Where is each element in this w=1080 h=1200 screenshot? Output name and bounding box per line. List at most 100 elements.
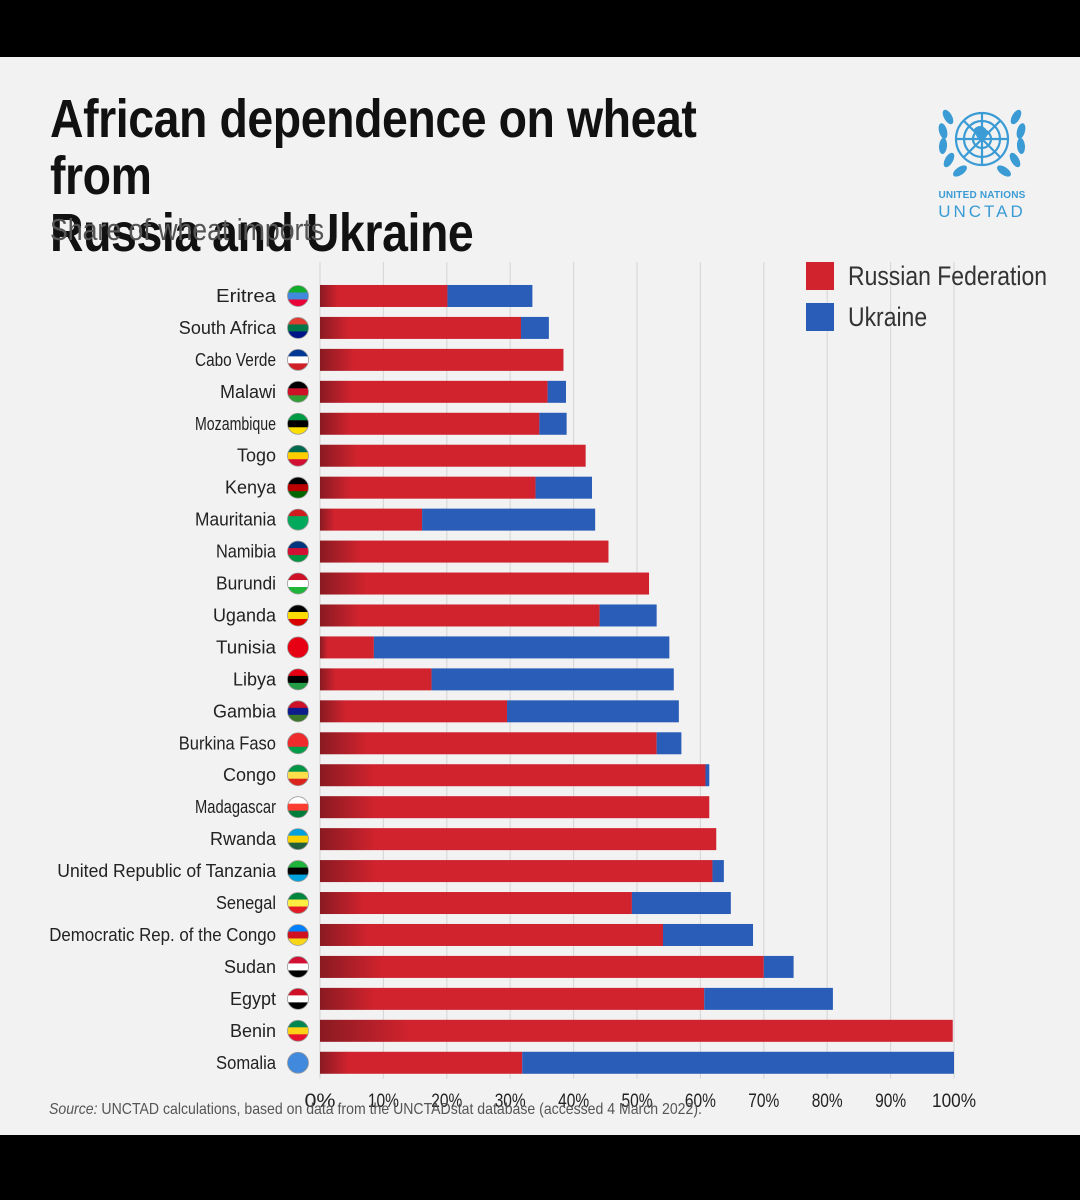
category-label: Mozambique [195,414,276,434]
x-tick-label: 0% [305,1091,336,1112]
x-tick-label: 10% [368,1091,399,1112]
legend: Russian Federation Ukraine [806,261,1080,343]
bar-ukraine [662,923,754,946]
x-tick-label: 90% [875,1091,906,1112]
category-labels: Eritrea South Africa Cabo Verde Malawi Mozam… [49,286,277,1073]
category-label: Cabo Verde [195,350,276,370]
x-tick-label: 70% [748,1091,779,1112]
bar-russia [320,828,717,851]
Tanzania-flag-icon [287,860,309,882]
x-tick-label: 50% [622,1091,653,1112]
bar-ukraine [631,892,731,915]
bar-russia [320,923,663,946]
bar-ukraine [547,380,566,403]
bar-russia [320,348,564,371]
Madagascar-flag-icon [287,796,309,818]
x-tick-label: 40% [558,1091,589,1112]
bar-russia [320,444,586,467]
bar-russia [320,892,632,915]
bar-russia [320,700,508,723]
Uganda-flag-icon [287,604,309,626]
united-nations-text: UNITED NATIONS [938,190,1026,201]
bar-ukraine [522,1051,954,1074]
legend-item-russia: Russian Federation [806,261,1080,291]
flag-icons [287,285,309,1074]
title-line-2: Russia and Ukraine [50,203,474,263]
bar-russia [320,636,374,659]
bar-russia [320,476,536,499]
united-nations-emblem-icon [938,109,1026,177]
category-label: Eritrea [216,286,277,306]
category-label: Congo [223,765,276,785]
bar-russia [320,796,710,819]
category-label: Sudan [224,957,276,977]
category-label: Tunisia [216,637,277,657]
category-label: United Republic of Tanzania [57,861,277,881]
Egypt-flag-icon [287,988,309,1010]
Burkina-Faso-flag-icon [287,732,309,754]
legend-swatch-ukraine [806,303,834,331]
legend-item-ukraine: Ukraine [806,302,1080,332]
unctad-text: UNCTAD [938,202,1026,221]
bar-russia [320,508,423,531]
DR-Congo-flag-icon [287,924,309,946]
bar-ukraine [422,508,596,531]
source-text: UNCTAD calculations, based on data from … [97,1101,702,1118]
unctad-label: UNITED NATIONS UNCTAD [922,190,1042,221]
Togo-flag-icon [287,445,309,467]
Rwanda-flag-icon [287,828,309,850]
x-tick-label: 60% [685,1091,716,1112]
Mozambique-flag-icon [287,413,309,435]
bar-ukraine [539,412,567,435]
bar-russia [320,412,540,435]
category-label: Egypt [230,989,276,1009]
Senegal-flag-icon [287,892,309,914]
Eritrea-flag-icon [287,285,309,307]
category-label: Rwanda [210,829,277,849]
bar-russia [320,987,705,1010]
Namibia-flag-icon [287,541,309,563]
x-tick-label: 20% [431,1091,462,1112]
bar-ukraine [507,700,679,723]
bar-ukraine [520,316,549,339]
category-label: Somalia [216,1053,277,1073]
bar-russia [320,284,448,307]
chart-title: African dependence on wheat from Russia … [50,91,790,262]
category-label: Mauritania [195,510,277,530]
bar-russia [320,604,600,627]
bar-russia [320,764,706,787]
Sudan-flag-icon [287,956,309,978]
Gambia-flag-icon [287,700,309,722]
bar-ukraine [704,987,833,1010]
category-label: South Africa [179,318,277,338]
category-label: Burkina Faso [179,733,276,753]
x-tick-label: 80% [812,1091,843,1112]
bar-russia [320,668,432,691]
Mauritania-flag-icon [287,509,309,531]
Cabo-Verde-flag-icon [287,349,309,371]
bar-ukraine [705,764,710,787]
Benin-flag-icon [287,1020,309,1042]
bar-ukraine [447,284,533,307]
category-label: Namibia [216,542,277,562]
category-label: Democratic Rep. of the Congo [49,925,276,945]
bar-russia [320,380,548,403]
bar-russia [320,316,521,339]
category-label: Senegal [216,893,276,913]
category-label: Burundi [216,574,276,594]
source-note: Source: UNCTAD calculations, based on da… [49,1101,702,1119]
Kenya-flag-icon [287,477,309,499]
category-label: Uganda [213,605,277,625]
category-label: Kenya [225,478,277,498]
bar-russia [320,572,650,595]
Tunisia-flag-icon [287,636,309,658]
bar-russia [320,860,713,883]
title-line-1: African dependence on wheat from [50,89,697,206]
source-label: Source: [49,1101,98,1118]
bar-russia [320,540,609,563]
category-label: Malawi [220,382,276,402]
bar-ukraine [599,604,657,627]
bar-russia [320,1019,953,1042]
chart-subtitle: Share of wheat imports [50,212,325,247]
bar-ukraine [373,636,670,659]
